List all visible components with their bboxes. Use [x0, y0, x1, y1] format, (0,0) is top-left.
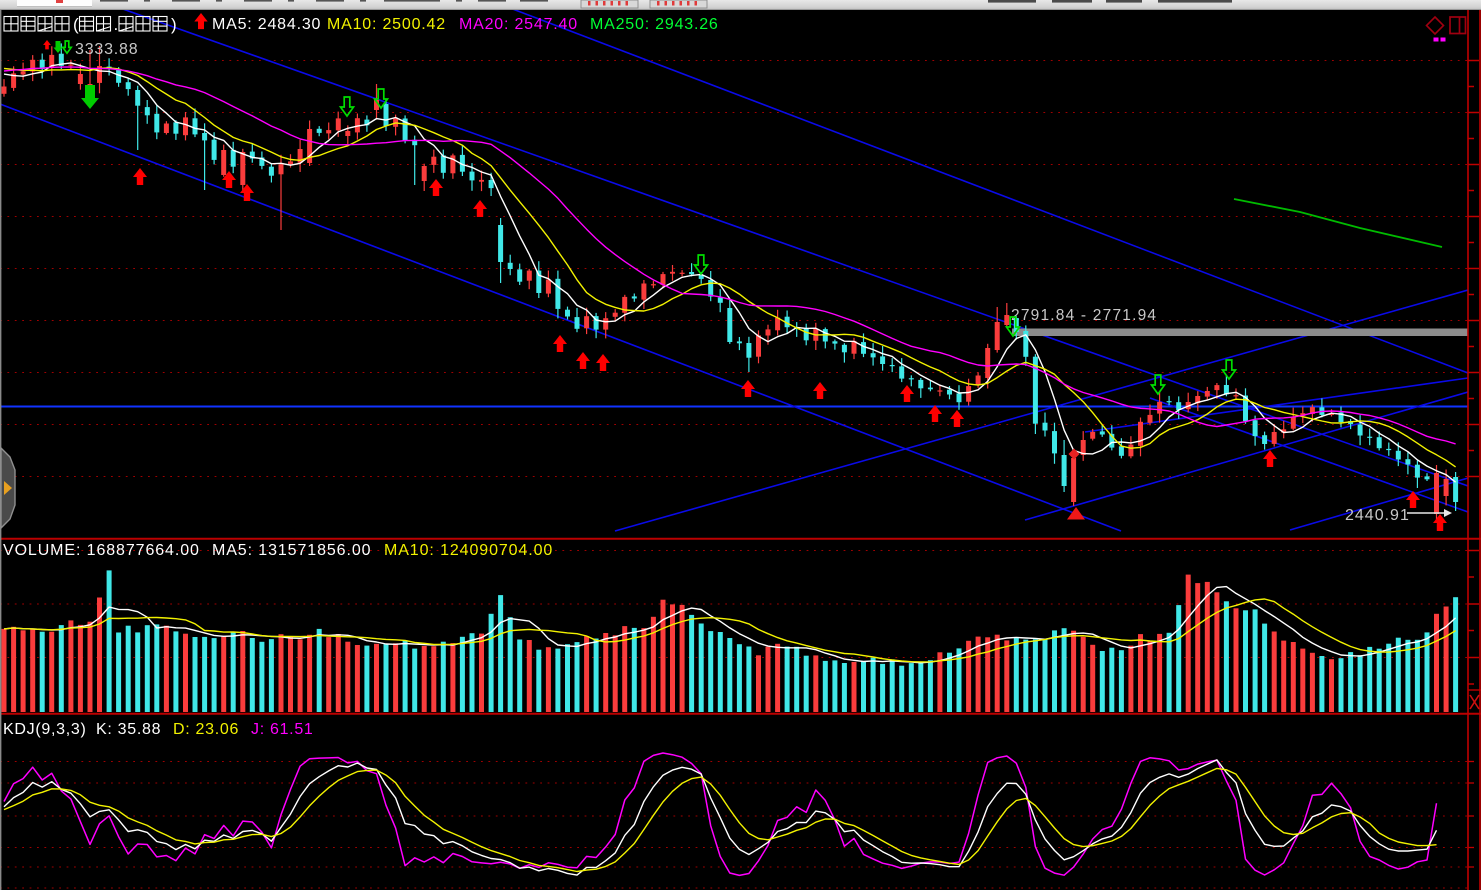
svg-text:MA5: 131571856.00: MA5: 131571856.00 [212, 542, 371, 559]
svg-text:(: ( [73, 15, 79, 34]
svg-text:MA5: 2484.30: MA5: 2484.30 [212, 16, 321, 33]
svg-text:MA10: 2500.42: MA10: 2500.42 [327, 16, 446, 33]
svg-text:K: 35.88: K: 35.88 [96, 721, 161, 738]
svg-text:): ) [171, 15, 177, 34]
svg-text:3333.88: 3333.88 [75, 41, 138, 58]
svg-text:MA20: 2547.40: MA20: 2547.40 [459, 16, 578, 33]
svg-text:VOLUME: 168877664.00: VOLUME: 168877664.00 [3, 542, 200, 559]
svg-text:D: 23.06: D: 23.06 [173, 721, 239, 738]
svg-text:2791.84 - 2771.94: 2791.84 - 2771.94 [1011, 307, 1157, 324]
svg-text:.: . [114, 15, 119, 34]
svg-text:2440.91: 2440.91 [1345, 507, 1410, 524]
svg-text:MA10: 124090704.00: MA10: 124090704.00 [384, 542, 553, 559]
svg-text:MA250: 2943.26: MA250: 2943.26 [590, 16, 719, 33]
svg-text:KDJ(9,3,3): KDJ(9,3,3) [3, 721, 86, 738]
svg-text:J: 61.51: J: 61.51 [251, 721, 314, 738]
